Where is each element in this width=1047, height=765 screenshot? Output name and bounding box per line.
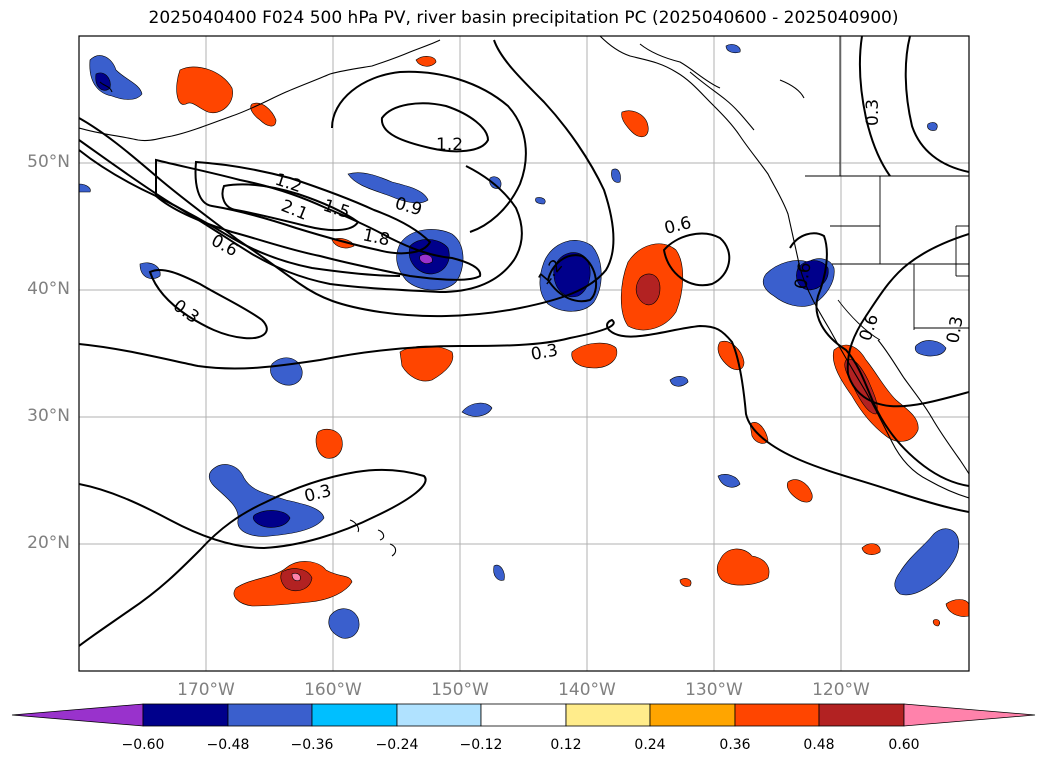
positive-anomaly-patch	[635, 273, 661, 306]
pv-contour-0.3-north-coast	[858, 36, 891, 177]
negative-anomaly-patch	[717, 474, 741, 488]
colorbar-swatch	[311, 703, 398, 727]
colorbar-swatch	[734, 703, 820, 727]
colorbar-extend-low	[11, 703, 144, 727]
contour-label: 0.3	[863, 99, 883, 126]
pv-contour-0.3-south	[79, 318, 969, 513]
lon-label: 150°W	[431, 680, 489, 700]
colorbar	[11, 703, 1036, 727]
colorbar-tick-label: −0.48	[206, 737, 250, 753]
pv-contour-1.2	[194, 160, 432, 255]
lat-label: 20°N	[27, 533, 70, 553]
pv-contour-0.3-subtropical	[79, 468, 427, 647]
positive-anomaly-patch	[945, 599, 969, 617]
negative-anomaly-patch	[611, 168, 621, 183]
colorbar-swatch	[142, 703, 229, 727]
colorbar-tick-label: −0.24	[375, 737, 419, 753]
colorbar-tick-label: −0.60	[121, 737, 165, 753]
contour-label: 1.2	[436, 135, 463, 155]
pv-contour-0.3-coast	[846, 233, 969, 408]
lon-label: 140°W	[558, 680, 616, 700]
colorbar-swatch	[649, 703, 736, 727]
colorbar-extend-high	[903, 703, 1036, 727]
lon-label: 130°W	[685, 680, 743, 700]
negative-anomaly-patch	[914, 340, 947, 357]
positive-anomaly-patch	[786, 479, 813, 503]
lat-label: 30°N	[27, 406, 70, 426]
positive-anomaly-patch	[932, 619, 940, 627]
lon-label: 120°W	[812, 680, 870, 700]
lat-label: 40°N	[27, 279, 70, 299]
colorbar-swatch	[480, 703, 567, 727]
negative-anomaly-patch	[328, 608, 360, 639]
negative-anomaly-patch	[669, 376, 689, 387]
negative-anomaly-patch	[725, 44, 741, 54]
state-borders	[805, 36, 969, 341]
map-title: 2025040400 F024 500 hPa PV, river basin …	[148, 8, 899, 28]
negative-anomaly-patch	[252, 510, 291, 528]
colorbar-swatch	[565, 703, 651, 727]
pv-contour-1.2-inner	[380, 102, 490, 153]
pv-contour-0.3-north	[79, 39, 615, 318]
map-frame	[78, 35, 970, 672]
positive-anomaly-patch	[415, 56, 437, 67]
positive-anomaly-patch	[679, 578, 692, 587]
lon-label: 160°W	[304, 680, 362, 700]
colorbar-tick-label: 0.48	[803, 737, 835, 753]
negative-anomaly-patch	[139, 262, 161, 279]
negative-anomaly-patch	[347, 172, 429, 204]
colorbar-tick-label: 0.60	[888, 737, 920, 753]
pv-contour-0.3-west	[148, 268, 268, 340]
colorbar-tick-label: −0.36	[290, 737, 334, 753]
colorbar-swatch	[818, 703, 905, 727]
negative-anomaly-patch	[493, 564, 505, 581]
pv-contour-1.5	[221, 183, 360, 232]
contour-label: 0.3	[529, 341, 559, 365]
negative-anomaly-patch	[419, 254, 433, 264]
positive-anomaly-patch	[861, 543, 881, 555]
positive-anomaly-patch	[176, 66, 233, 114]
colorbar-swatch	[396, 703, 482, 727]
negative-anomaly-patch	[894, 528, 960, 596]
positive-anomaly-patch	[716, 548, 770, 586]
precip-anomaly-fields	[176, 56, 969, 627]
pv-contour-0.6-coast	[789, 232, 969, 487]
negative-anomaly-patch	[553, 252, 591, 298]
lon-label: 170°W	[177, 680, 235, 700]
map-panel	[79, 36, 969, 671]
colorbar-swatch	[227, 703, 313, 727]
negative-anomaly-patch	[927, 122, 938, 131]
negative-anomaly-patch	[535, 197, 546, 205]
negative-anomaly-patch	[79, 183, 91, 193]
pv-contour-1.2-north	[331, 70, 527, 233]
pv-contour-0.9	[155, 158, 482, 281]
positive-anomaly-patch	[291, 572, 301, 582]
colorbar-tick-label: 0.12	[550, 737, 582, 753]
positive-anomaly-patch	[250, 102, 277, 127]
colorbar-tick-label: −0.12	[459, 737, 503, 753]
colorbar-tick-label: 0.36	[719, 737, 751, 753]
negative-anomaly-patch	[461, 402, 493, 417]
pv-contours	[79, 36, 969, 647]
coastlines	[79, 36, 969, 557]
positive-anomaly-patch	[315, 428, 343, 459]
negative-anomaly-patch	[208, 464, 325, 537]
pv-contour-0.6-b	[79, 149, 401, 277]
colorbar-tick-label: 0.24	[634, 737, 666, 753]
contour-label: 0.3	[943, 315, 967, 345]
pv-contour-0.6-east	[662, 232, 731, 287]
lat-label: 50°N	[27, 152, 70, 172]
positive-anomaly-patch	[571, 342, 618, 369]
pv-contour-1.2-east	[546, 254, 598, 303]
positive-anomaly-patch	[621, 110, 649, 138]
pv-contour-0.3-ne	[904, 36, 969, 173]
contour-label: 0.6	[791, 261, 815, 291]
